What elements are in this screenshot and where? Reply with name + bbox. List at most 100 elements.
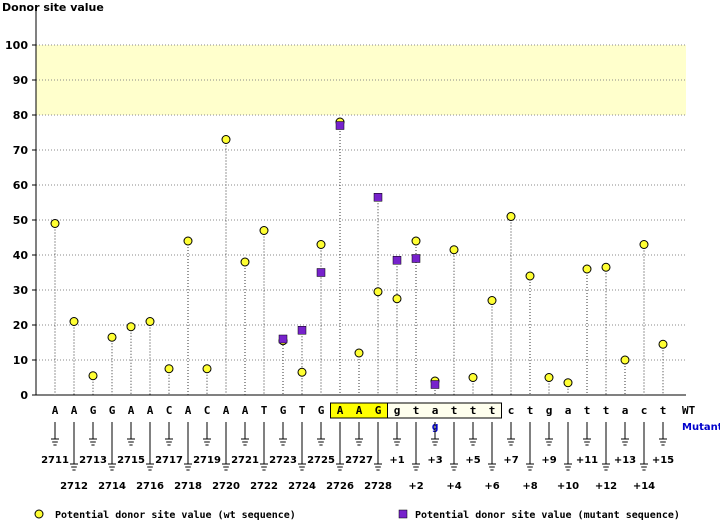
position-label: 2728 <box>364 481 392 492</box>
wt-point <box>354 348 364 358</box>
position-label: 2724 <box>288 481 316 492</box>
position-label: 2711 <box>41 455 69 466</box>
sequence-base: g <box>546 404 553 417</box>
y-tick-label: 40 <box>13 249 29 262</box>
intron-box <box>387 402 502 419</box>
position-label: 2713 <box>79 455 107 466</box>
position-label: +4 <box>446 481 461 492</box>
position-label: 2720 <box>212 481 240 492</box>
position-label: +14 <box>633 481 655 492</box>
sequence-base: G <box>280 404 287 417</box>
sequence-base: G <box>109 404 116 417</box>
mutant-row-label: Mutant <box>682 422 720 433</box>
sequence-base: C <box>204 404 211 417</box>
legend-wt-marker <box>34 509 44 519</box>
position-label: 2717 <box>155 455 183 466</box>
position-label: 2722 <box>250 481 278 492</box>
wt-row-label: WT <box>682 404 696 417</box>
position-label: 2719 <box>193 455 221 466</box>
position-label: +11 <box>576 455 598 466</box>
wt-point <box>221 135 231 144</box>
sequence-base: c <box>508 404 515 417</box>
mutant-point <box>278 334 288 344</box>
sequence-base: G <box>375 404 382 417</box>
position-label: +13 <box>614 455 636 466</box>
sequence-base: A <box>185 404 192 417</box>
position-label: +9 <box>541 455 556 466</box>
y-axis-title: Donor site value <box>2 1 104 14</box>
mutant-point <box>373 193 383 202</box>
position-label: 2714 <box>98 481 126 492</box>
mutant-point <box>392 256 402 265</box>
wt-point <box>392 294 402 304</box>
position-label: 2715 <box>117 455 145 466</box>
mutant-point <box>297 326 307 335</box>
wt-point <box>544 373 554 382</box>
position-label: +2 <box>408 481 423 492</box>
sequence-base: A <box>128 404 135 417</box>
wt-point <box>164 364 174 374</box>
wt-point <box>620 355 630 365</box>
sequence-base: g <box>394 404 401 417</box>
sequence-base: C <box>166 404 173 417</box>
wt-point <box>50 219 60 228</box>
mutant-point <box>316 268 326 277</box>
sequence-base: t <box>470 404 477 417</box>
y-tick-label: 80 <box>13 109 29 122</box>
position-label: +5 <box>465 455 480 466</box>
sequence-base: t <box>451 404 458 417</box>
y-tick-label: 60 <box>13 179 29 192</box>
wt-point <box>468 373 478 382</box>
y-tick-label: 50 <box>13 214 29 227</box>
position-label: 2718 <box>174 481 202 492</box>
mutant-series <box>278 121 440 389</box>
wt-point <box>449 245 459 255</box>
position-label: 2727 <box>345 455 373 466</box>
sequence-base: A <box>242 404 249 417</box>
y-tick-label: 30 <box>13 284 29 297</box>
wt-point <box>411 236 421 246</box>
wt-point <box>107 332 117 342</box>
wt-point <box>525 271 535 281</box>
mutant-point <box>411 254 421 263</box>
sequence-base: A <box>147 404 154 417</box>
wt-point <box>658 339 668 349</box>
wt-point <box>297 367 307 377</box>
sequence-base: T <box>261 404 268 417</box>
sequence-base: A <box>356 404 363 417</box>
position-label: +15 <box>652 455 674 466</box>
y-axis: Donor site value 0 10 20 30 40 50 60 70 80 90 100 <box>2 1 104 402</box>
sequence-base: a <box>565 404 572 417</box>
sequence-base: t <box>660 404 667 417</box>
sequence-base: t <box>603 404 610 417</box>
position-row: 2711 2712 2713 2714 2715 2716 2717 2718 2719 2720… <box>41 422 674 492</box>
y-tick-label: 90 <box>13 74 29 87</box>
sequence-base: c <box>641 404 648 417</box>
wt-point <box>601 262 611 272</box>
position-label: 2723 <box>269 455 297 466</box>
sequence-base: t <box>584 404 591 417</box>
sequence-base: t <box>413 404 420 417</box>
wt-series <box>50 117 668 388</box>
position-label: +10 <box>557 481 579 492</box>
sequence-base: A <box>337 404 344 417</box>
legend-mutant-label: Potential donor site value (mutant seque… <box>415 509 680 520</box>
y-tick-label: 20 <box>13 319 29 332</box>
gridlines <box>36 44 686 361</box>
y-tick-label: 70 <box>13 144 29 157</box>
legend: Potential donor site value (wt sequence)… <box>34 509 680 520</box>
position-label: +7 <box>503 455 518 466</box>
wt-point <box>639 240 649 249</box>
sequence-base: t <box>489 404 496 417</box>
wt-point <box>145 317 155 326</box>
wt-point <box>582 264 592 274</box>
legend-mutant-marker <box>398 509 408 519</box>
wt-point <box>506 212 516 221</box>
position-label: 2716 <box>136 481 164 492</box>
sequence-base: G <box>90 404 97 417</box>
mutant-point <box>335 121 345 130</box>
wt-point <box>316 240 326 249</box>
position-label: 2725 <box>307 455 335 466</box>
